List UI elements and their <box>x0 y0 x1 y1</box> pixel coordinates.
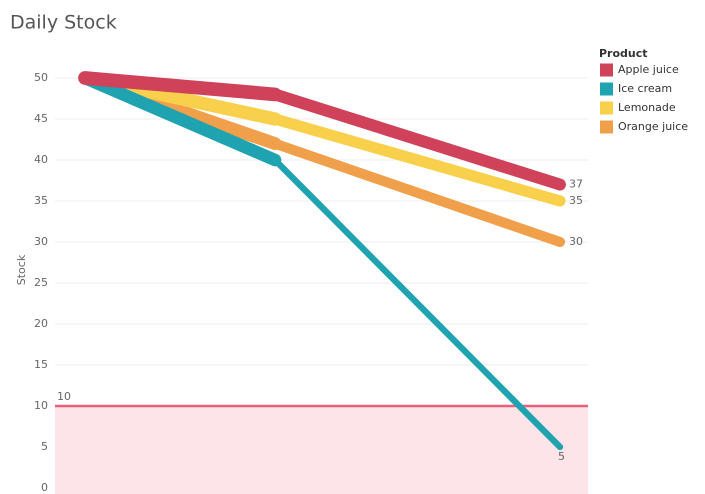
y-axis-label: Stock <box>15 254 28 285</box>
line-segment <box>271 156 564 451</box>
line-segment <box>269 88 566 191</box>
y-tick-label: 15 <box>34 358 48 371</box>
y-tick-label: 5 <box>41 440 48 453</box>
y-tick-label: 0 <box>41 481 48 494</box>
value-label: 5 <box>558 450 565 463</box>
legend-label: Ice cream <box>618 82 672 95</box>
value-label: 30 <box>569 235 583 248</box>
value-label: 35 <box>569 194 583 207</box>
y-tick-label: 20 <box>34 317 48 330</box>
y-tick-label: 50 <box>34 71 48 84</box>
legend-label: Lemonade <box>618 101 676 114</box>
line-segment <box>269 138 566 248</box>
legend-swatch <box>600 63 613 77</box>
y-tick-label: 35 <box>34 194 48 207</box>
reference-label: 10 <box>57 390 71 403</box>
reference-band <box>55 406 588 494</box>
line-segment <box>269 113 566 207</box>
chart-title: Daily Stock <box>10 12 117 34</box>
legend-swatch <box>600 101 613 115</box>
y-tick-label: 25 <box>34 276 48 289</box>
legend-label: Orange juice <box>618 120 688 133</box>
legend-label: Apple juice <box>618 63 679 76</box>
legend-swatch <box>600 82 613 96</box>
y-tick-label: 40 <box>34 153 48 166</box>
line-segment <box>78 71 282 102</box>
y-tick-label: 45 <box>34 112 48 125</box>
y-tick-label: 30 <box>34 235 48 248</box>
line-segment <box>78 71 282 167</box>
legend-swatch <box>600 120 613 134</box>
legend-title: Product <box>599 47 648 60</box>
value-label: 37 <box>569 178 583 191</box>
y-tick-label: 10 <box>34 399 48 412</box>
